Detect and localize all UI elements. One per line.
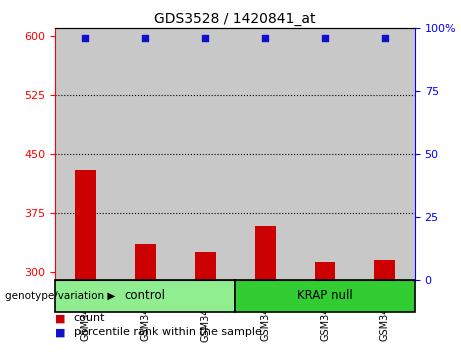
Bar [355, 28, 415, 280]
Title: GDS3528 / 1420841_at: GDS3528 / 1420841_at [154, 12, 316, 26]
Point [261, 35, 269, 41]
Bar [235, 28, 295, 280]
Bar [254, 226, 276, 354]
Bar [374, 260, 396, 354]
Bar [75, 170, 96, 354]
Text: control: control [125, 289, 165, 302]
Point [82, 35, 89, 41]
Bar [135, 244, 156, 354]
Bar [314, 262, 336, 354]
Text: ■: ■ [55, 313, 66, 323]
Point [201, 35, 209, 41]
Text: count: count [74, 313, 105, 323]
Text: KRAP null: KRAP null [297, 289, 353, 302]
Bar [235, 280, 415, 312]
Bar [55, 280, 235, 312]
Bar [115, 28, 175, 280]
Text: genotype/variation ▶: genotype/variation ▶ [5, 291, 115, 301]
Point [321, 35, 329, 41]
Text: ■: ■ [55, 327, 66, 337]
Bar [195, 252, 216, 354]
Text: percentile rank within the sample: percentile rank within the sample [74, 327, 262, 337]
Point [142, 35, 149, 41]
Point [381, 35, 389, 41]
Bar [55, 28, 115, 280]
Bar [175, 28, 235, 280]
Bar [295, 28, 355, 280]
